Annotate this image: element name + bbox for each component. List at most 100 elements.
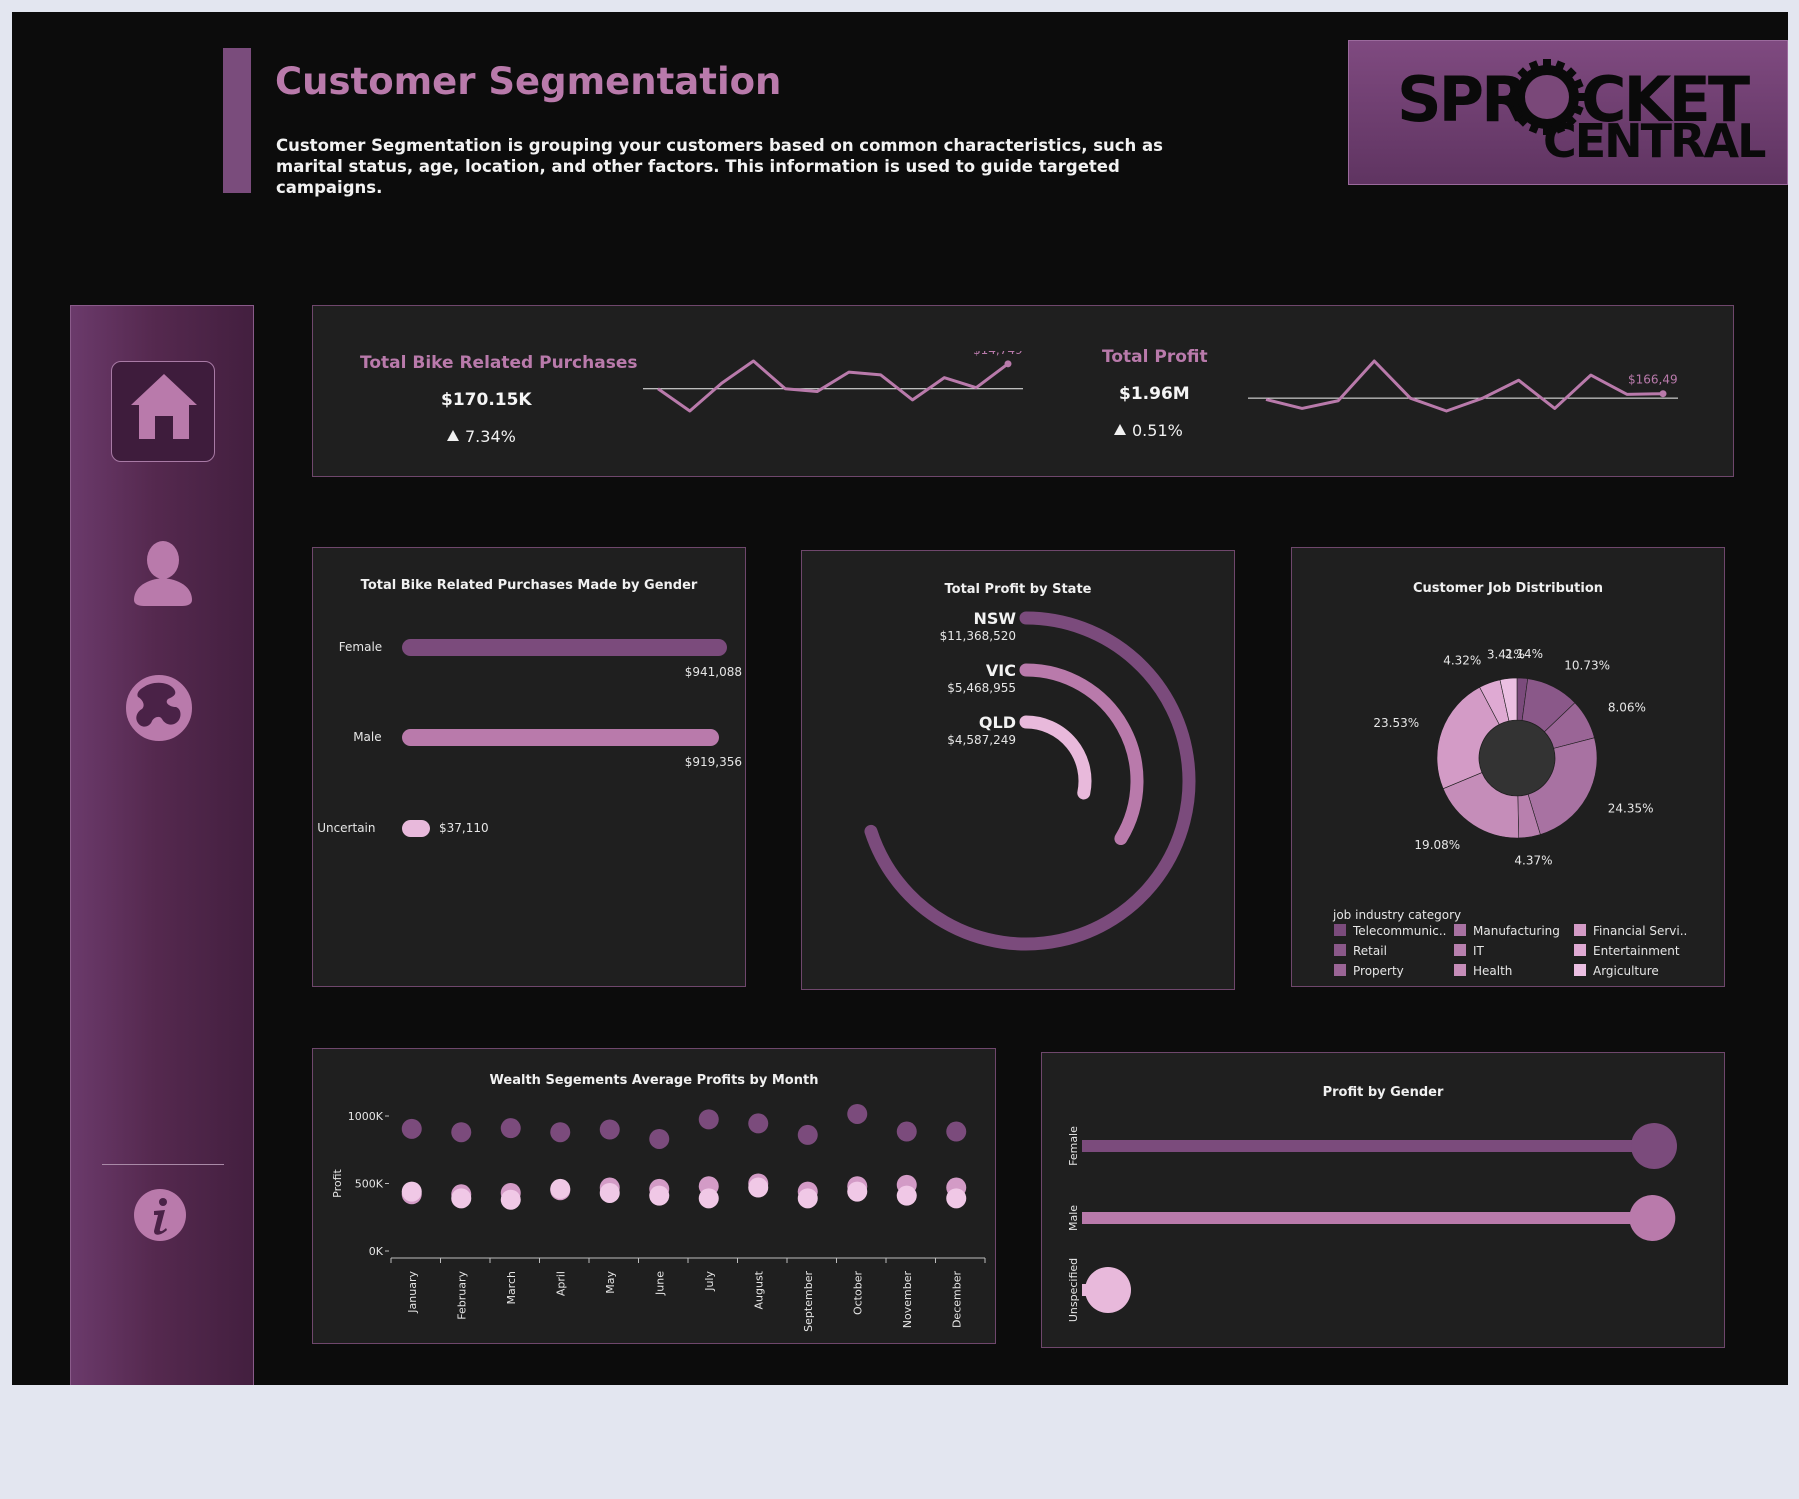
- kpi-purchases-label: Total Bike Related Purchases: [360, 353, 638, 373]
- gear-tooth: [1510, 78, 1522, 90]
- month-label: December: [950, 1271, 963, 1329]
- gender-axis-label: Unspecified: [1067, 1258, 1080, 1322]
- gender-value-label: $919,356: [684, 755, 742, 769]
- globe-icon[interactable]: [124, 673, 194, 743]
- lollipop-head: [1085, 1267, 1131, 1313]
- gear-tooth: [1554, 60, 1566, 72]
- sprocket-gear-icon: [1509, 59, 1585, 135]
- sparkline-point: [1004, 360, 1012, 368]
- legend-swatch: [1574, 964, 1586, 976]
- scatter-point: [946, 1121, 967, 1142]
- scatter-point: [451, 1122, 472, 1143]
- logo-graphic: SPR CKET CENTRAL: [1397, 59, 1768, 168]
- sidebar: [70, 305, 254, 1385]
- gear-tooth: [1517, 67, 1530, 80]
- gear-tooth: [1517, 114, 1530, 127]
- scatter-point: [896, 1121, 917, 1142]
- month-label: February: [455, 1271, 468, 1320]
- nav-home-button[interactable]: [111, 361, 215, 462]
- job-legend-item: Manufacturing: [1454, 924, 1560, 938]
- page-description: Customer Segmentation is grouping your c…: [276, 136, 1163, 197]
- month-label: June: [653, 1271, 666, 1296]
- profit-gender-chart: Female Male Unspecified: [1067, 1123, 1677, 1322]
- kpi-profit-change: 0.51%: [1114, 421, 1183, 440]
- kpi-purchases-value: $170.15K: [441, 390, 532, 410]
- job-legend-item: Property: [1334, 964, 1404, 978]
- gender-purchases-panel: Total Bike Related Purchases Made by Gen…: [312, 547, 746, 987]
- wealth-segments-title: Wealth Segements Average Profits by Mont…: [489, 1073, 819, 1088]
- legend-swatch: [1334, 924, 1346, 936]
- month-label: November: [901, 1271, 914, 1329]
- sparkline-last-label: $14,749: [973, 351, 1023, 357]
- scatter-point: [797, 1188, 818, 1209]
- legend-swatch: [1454, 964, 1466, 976]
- logo-text-cket: CKET: [1581, 63, 1750, 136]
- state-profit-chart: NSW$11,368,520 VIC$5,468,955 QLD$4,587,249: [864, 609, 1196, 951]
- purchases-sparkline: $14,749: [643, 351, 1023, 413]
- job-slice-label: 10.73%: [1564, 658, 1610, 672]
- gender-bar: [402, 729, 720, 746]
- kpi-panel: Total Bike Related Purchases $170.15K 7.…: [312, 305, 1734, 477]
- gender-purchases-title: Total Bike Related Purchases Made by Gen…: [360, 578, 698, 593]
- profit-gender-title: Profit by Gender: [1322, 1085, 1444, 1100]
- state-value-label: $11,368,520: [940, 629, 1016, 643]
- legend-swatch: [1454, 944, 1466, 956]
- info-icon[interactable]: [132, 1187, 188, 1243]
- month-label: January: [406, 1271, 419, 1314]
- job-slice-label: 19.08%: [1414, 838, 1460, 852]
- month-label: October: [851, 1271, 864, 1315]
- job-legend-item: Retail: [1334, 944, 1387, 958]
- kpi-purchases-change: 7.34%: [447, 427, 516, 446]
- y-axis-label: Profit: [331, 1168, 344, 1197]
- legend-label: Telecommunic..: [1353, 924, 1447, 938]
- user-icon[interactable]: [132, 538, 194, 608]
- scatter-point: [748, 1113, 769, 1134]
- state-value-label: $5,468,955: [947, 681, 1016, 695]
- month-label: July: [703, 1271, 716, 1292]
- gender-bar: [402, 639, 727, 656]
- scatter-point: [847, 1181, 868, 1202]
- gender-bar: [402, 820, 430, 837]
- gender-axis-label: Female: [1067, 1126, 1080, 1166]
- legend-label: Entertainment: [1593, 944, 1680, 958]
- job-slice: [1499, 677, 1518, 722]
- state-profit-panel: Total Profit by State NSW $11,368,520 VIC $…: [801, 550, 1235, 990]
- job-legend-item: Entertainment: [1574, 944, 1680, 958]
- job-slice-label: 8.06%: [1608, 700, 1646, 714]
- scatter-point: [698, 1109, 719, 1130]
- gear-tooth: [1528, 122, 1540, 134]
- kpi-profit-value: $1.96M: [1119, 384, 1190, 404]
- kpi-profit-label: Total Profit: [1102, 347, 1208, 367]
- up-triangle-icon: [447, 430, 459, 441]
- job-slice-label: 4.32%: [1443, 653, 1481, 667]
- gear-tooth: [1554, 122, 1566, 134]
- legend-swatch: [1454, 924, 1466, 936]
- dashboard: Customer Segmentation Customer Segmentat…: [12, 12, 1788, 1385]
- legend-swatch: [1334, 964, 1346, 976]
- month-label: May: [604, 1271, 617, 1294]
- scatter-point: [550, 1178, 571, 1199]
- state-name-label: VIC: [986, 661, 1016, 680]
- scatter-point: [896, 1185, 917, 1206]
- gender-value-label: $941,088: [684, 665, 742, 679]
- legend-label: Argiculture: [1593, 964, 1659, 978]
- page-title: Customer Segmentation: [275, 60, 782, 103]
- gender-category-label: Female: [338, 640, 383, 654]
- job-slice-label: 3.41%: [1487, 648, 1525, 662]
- scatter-point: [599, 1119, 620, 1140]
- gear-tooth: [1509, 93, 1518, 101]
- state-name-label: NSW: [973, 609, 1016, 628]
- gender-category-label: Male: [353, 730, 382, 744]
- job-legend-item: Health: [1454, 964, 1512, 978]
- sparkline-series: [657, 359, 1009, 413]
- job-legend-title: job industry category: [1333, 908, 1462, 922]
- gender-category-label: Uncertain: [317, 821, 376, 835]
- scatter-point: [500, 1118, 521, 1139]
- month-label: August: [752, 1270, 765, 1309]
- scatter-point: [599, 1182, 620, 1203]
- scatter-point: [451, 1188, 472, 1209]
- gear-tooth: [1572, 104, 1584, 116]
- gear-tooth: [1543, 126, 1551, 135]
- sparkline-last-label: $166,493: [1628, 373, 1678, 387]
- legend-swatch: [1574, 924, 1586, 936]
